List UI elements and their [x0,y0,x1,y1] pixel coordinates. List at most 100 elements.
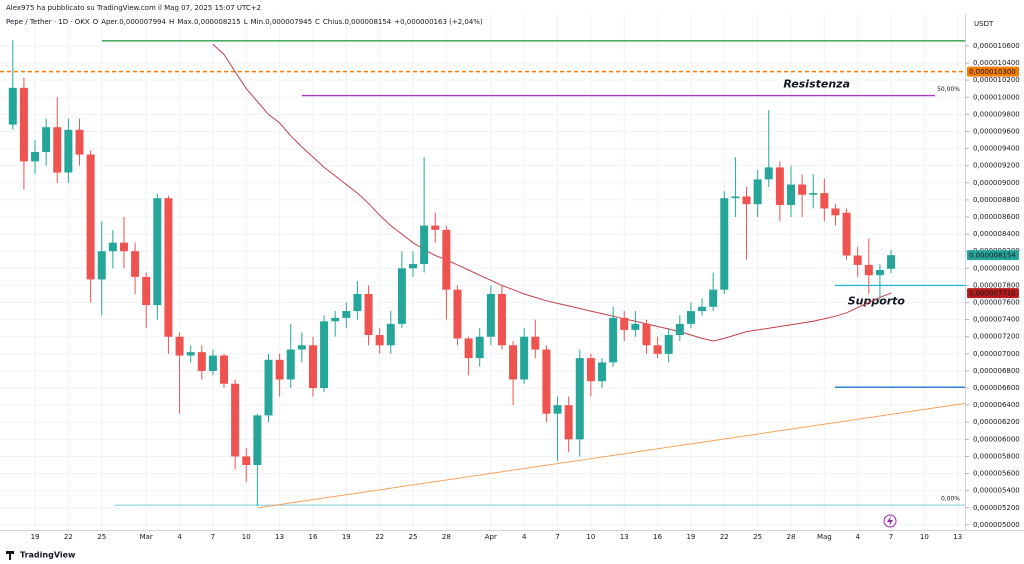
brand-logo [6,551,14,560]
legend-item: +0,000000163 (+2,04%) [394,18,483,26]
candle-body [475,336,484,359]
candle-body [420,225,429,265]
candle-body [142,276,151,306]
candle-body [8,87,17,125]
level-label: Supporto [848,294,906,307]
candle-body [586,358,595,382]
candle-body [108,242,117,252]
candle-body [642,323,651,346]
y-tick-label: 0,000006600 [973,384,1020,392]
y-tick-label: 0,000005000 [973,521,1020,529]
candle-body [464,338,473,359]
x-tick-label: 7 [555,533,559,541]
legend-item: L [244,18,248,26]
y-tick-label: 0,000008800 [973,196,1020,204]
x-tick-label: 10 [586,533,595,541]
candle-body [286,349,295,380]
brand: TradingView [20,551,76,560]
candle-body [486,293,495,337]
candle-body [297,345,306,350]
y-tick-label: 0,000007000 [973,350,1020,358]
candle-body [698,306,707,312]
price-label-bg [967,250,1019,261]
level-pct: 0,00% [941,496,960,503]
candle-body [742,196,751,205]
author: Alex975 ha pubblicato su TradingView.com… [6,4,261,12]
alert-icon[interactable] [883,514,897,528]
candle-body [220,355,229,384]
y-tick-label: 0,000010000 [973,93,1020,101]
candle-body [575,358,584,440]
moving-average [212,43,892,342]
x-tick-label: 25 [97,533,106,541]
level-pct: 50,00% [937,86,960,93]
y-tick-label: 0,000005800 [973,452,1020,460]
candle-body [197,352,206,371]
y-tick-label: 0,000007200 [973,333,1020,341]
price-label-bg [967,288,1019,299]
y-tick-label: 0,000006800 [973,367,1020,375]
x-tick-label: 25 [409,533,418,541]
candle-body [731,196,740,199]
y-tick-label: 0,000006200 [973,418,1020,426]
candle-body [153,198,162,306]
candle-body [764,167,773,180]
legend-item: Aper. [101,18,119,26]
x-tick-label: Mar [140,533,153,541]
x-tick-label: 7 [889,533,893,541]
x-tick-label: 13 [953,533,962,541]
candle-body [831,208,840,216]
y-tick-label: 0,000009400 [973,145,1020,153]
candle-body [131,251,140,277]
candle-body [675,323,684,336]
x-tick-label: 13 [275,533,284,541]
y-tick-label: 0,000010200 [973,76,1020,84]
candle-body [609,317,618,363]
y-tick-label: 0,000006000 [973,435,1020,443]
y-tick-label: 0,000007800 [973,281,1020,289]
candle-body [264,359,273,416]
candle-body [320,321,329,389]
alert-icon [887,516,893,526]
candle-body [119,242,128,252]
y-tick-label: 0,000006400 [973,401,1020,409]
legend: Pepe / Tether · 1D · OKX O Aper. 0,00000799… [6,18,483,26]
candle-body [242,456,251,466]
candle-body [520,336,529,380]
candle-body [553,405,562,414]
legend-item: Max. [177,18,194,26]
candle-body [353,293,362,312]
x-tick-label: 25 [753,533,762,541]
x-tick-label: 16 [308,533,317,541]
legend-item: O [93,18,99,26]
candle-body [620,317,629,330]
x-tick-label: 22 [720,533,729,541]
candle-body [64,129,73,173]
candle-body [19,87,28,162]
candle-body [786,184,795,206]
y-tick-label: 0,000009800 [973,110,1020,118]
x-tick-label: 19 [686,533,695,541]
candle-body [453,289,462,339]
candle-body [842,212,851,256]
price-label: 0,000010300 [969,68,1016,76]
legend-item: 0,000008215 [194,18,241,26]
candle-body [887,255,896,269]
candle-body [342,311,351,318]
candle-body [308,345,317,389]
candle-body [386,323,395,346]
candle-body [720,198,729,290]
candle-body [497,293,506,346]
candle-body [775,167,784,206]
legend-item: 0,000007994 [119,18,166,26]
legend-item: C [315,18,320,26]
candle-body [820,193,829,209]
candle-body [97,251,106,280]
x-tick-label: 19 [342,533,351,541]
candle-body [75,129,84,155]
x-tick-label: 22 [375,533,384,541]
y-tick-label: 0,000005200 [973,504,1020,512]
candle-body [31,152,40,162]
